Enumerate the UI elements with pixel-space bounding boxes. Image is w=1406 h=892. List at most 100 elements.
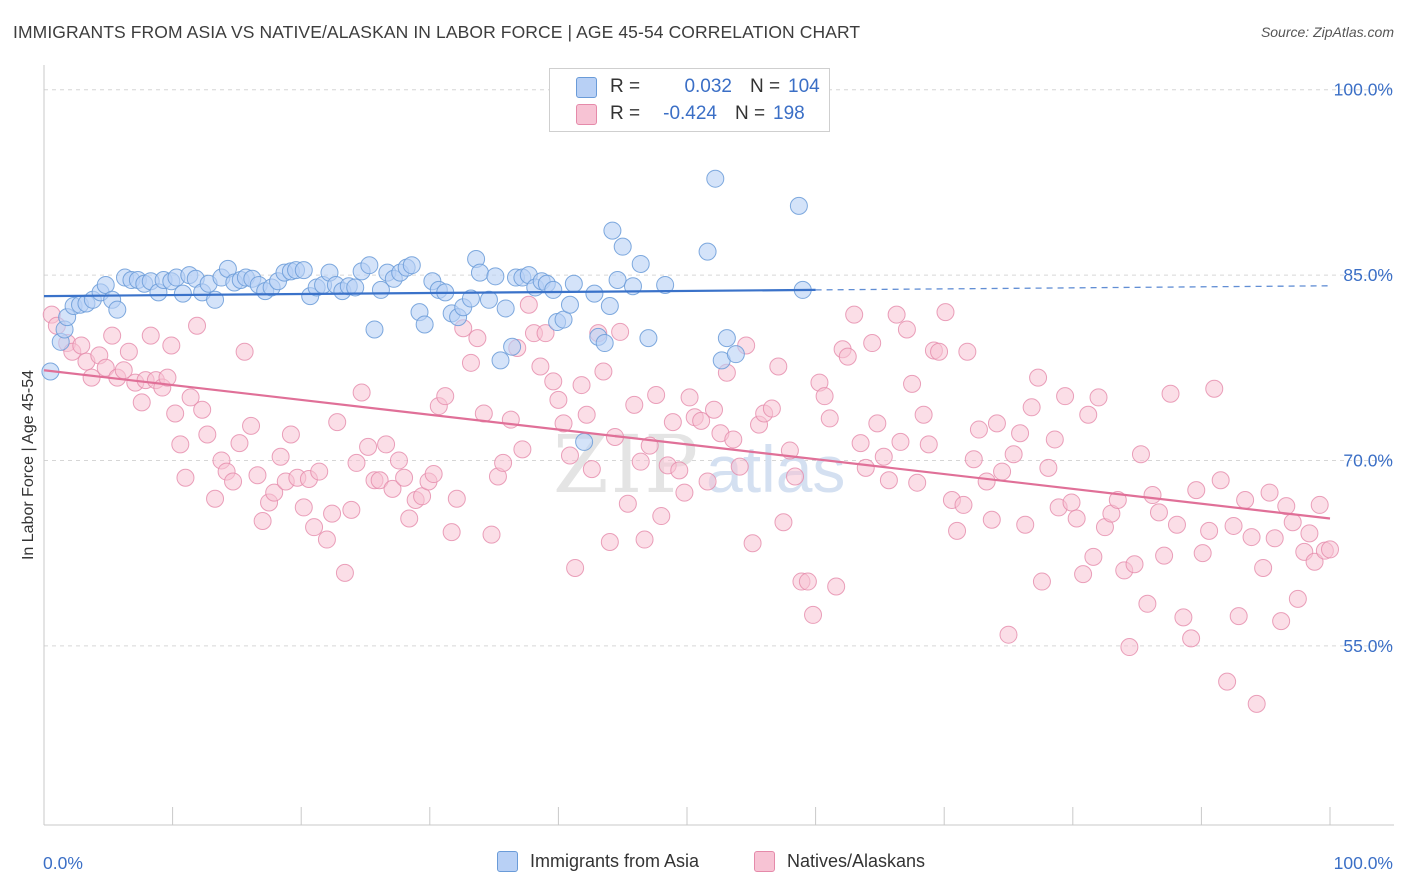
point-native-153 xyxy=(948,521,967,540)
r-label: R = xyxy=(610,76,641,97)
point-native-118 xyxy=(743,534,762,553)
point-native-93 xyxy=(594,362,613,381)
point-native-94 xyxy=(600,533,619,552)
point-native-72 xyxy=(468,329,487,348)
point-native-6 xyxy=(82,368,101,387)
point-native-110 xyxy=(692,411,711,430)
point-native-98 xyxy=(625,395,644,414)
point-asia-71 xyxy=(491,351,510,370)
point-native-181 xyxy=(1108,490,1127,509)
x-tick-label-min: 0.0% xyxy=(43,853,83,873)
point-native-97 xyxy=(618,494,637,513)
point-native-51 xyxy=(342,500,361,519)
point-native-34 xyxy=(242,416,261,435)
point-native-76 xyxy=(494,453,513,472)
point-native-168 xyxy=(1032,572,1051,591)
point-native-115 xyxy=(724,430,743,449)
point-asia-94 xyxy=(631,254,650,273)
point-native-194 xyxy=(1187,481,1206,500)
point-native-58 xyxy=(383,479,402,498)
point-native-199 xyxy=(1218,672,1237,691)
point-asia-40 xyxy=(294,261,313,280)
point-native-148 xyxy=(919,435,938,454)
legend-blue-label: Immigrants from Asia xyxy=(530,851,700,871)
legend-item-blue: Immigrants from Asia xyxy=(497,851,699,872)
point-native-136 xyxy=(851,434,870,453)
point-native-9 xyxy=(103,326,122,345)
point-asia-11 xyxy=(108,300,127,319)
point-native-91 xyxy=(582,460,601,479)
point-native-57 xyxy=(377,435,396,454)
point-native-116 xyxy=(730,457,749,476)
point-native-134 xyxy=(838,347,857,366)
point-native-205 xyxy=(1254,558,1273,577)
point-native-210 xyxy=(1283,513,1302,532)
point-native-209 xyxy=(1277,497,1296,516)
point-native-217 xyxy=(1321,540,1339,559)
point-native-156 xyxy=(964,450,983,469)
point-asia-92 xyxy=(613,237,632,256)
point-asia-86 xyxy=(585,284,604,303)
point-native-144 xyxy=(897,320,916,339)
point-native-169 xyxy=(1039,458,1058,477)
legend-pink-swatch xyxy=(754,851,775,872)
point-native-170 xyxy=(1045,430,1064,449)
trendline-native xyxy=(43,369,1331,520)
point-native-48 xyxy=(323,504,342,523)
point-native-56 xyxy=(370,471,389,490)
n-value: 104 xyxy=(788,76,820,97)
point-native-162 xyxy=(999,625,1018,644)
point-native-192 xyxy=(1174,608,1193,627)
point-native-24 xyxy=(181,388,200,407)
point-asia-70 xyxy=(486,267,505,286)
point-native-80 xyxy=(519,295,538,314)
point-native-173 xyxy=(1062,493,1081,512)
point-native-107 xyxy=(675,483,694,502)
point-native-187 xyxy=(1143,486,1162,505)
y-tick-label-0: 55.0% xyxy=(1343,636,1393,656)
point-native-166 xyxy=(1022,398,1041,417)
point-native-139 xyxy=(868,414,887,433)
point-native-121 xyxy=(762,399,781,418)
point-native-203 xyxy=(1242,528,1261,547)
point-native-214 xyxy=(1305,552,1324,571)
point-native-47 xyxy=(317,530,336,549)
point-native-49 xyxy=(328,413,347,432)
point-native-131 xyxy=(820,409,839,428)
point-native-99 xyxy=(631,452,650,471)
point-native-33 xyxy=(235,342,254,361)
point-native-12 xyxy=(119,342,138,361)
point-asia-96 xyxy=(656,275,675,294)
point-native-69 xyxy=(447,489,466,508)
point-asia-85 xyxy=(575,432,594,451)
point-native-53 xyxy=(352,383,371,402)
legend-pink-label: Natives/Alaskans xyxy=(787,851,926,871)
point-asia-21 xyxy=(173,284,192,303)
blue-swatch xyxy=(576,76,597,98)
point-asia-68 xyxy=(470,263,489,282)
point-native-146 xyxy=(908,473,927,492)
point-native-31 xyxy=(224,472,243,491)
point-native-207 xyxy=(1265,529,1284,548)
point-asia-98 xyxy=(706,169,725,188)
point-native-197 xyxy=(1205,379,1224,398)
point-native-167 xyxy=(1029,368,1048,387)
point-native-100 xyxy=(635,530,654,549)
trendline-asia xyxy=(43,288,816,298)
point-asia-9 xyxy=(96,275,115,294)
point-native-28 xyxy=(206,489,225,508)
point-native-63 xyxy=(413,487,432,506)
n-label: N = xyxy=(735,103,766,124)
point-native-27 xyxy=(198,425,217,444)
point-native-145 xyxy=(903,374,922,393)
point-native-61 xyxy=(400,509,419,528)
point-native-79 xyxy=(513,440,532,459)
point-native-195 xyxy=(1193,544,1212,563)
point-native-130 xyxy=(815,387,834,406)
point-native-215 xyxy=(1310,495,1329,514)
point-asia-57 xyxy=(402,256,421,275)
point-native-50 xyxy=(335,563,354,582)
point-native-161 xyxy=(993,462,1012,481)
point-native-137 xyxy=(856,458,875,477)
stats-row-blue: R = 0.032 N = 104 xyxy=(550,74,820,100)
